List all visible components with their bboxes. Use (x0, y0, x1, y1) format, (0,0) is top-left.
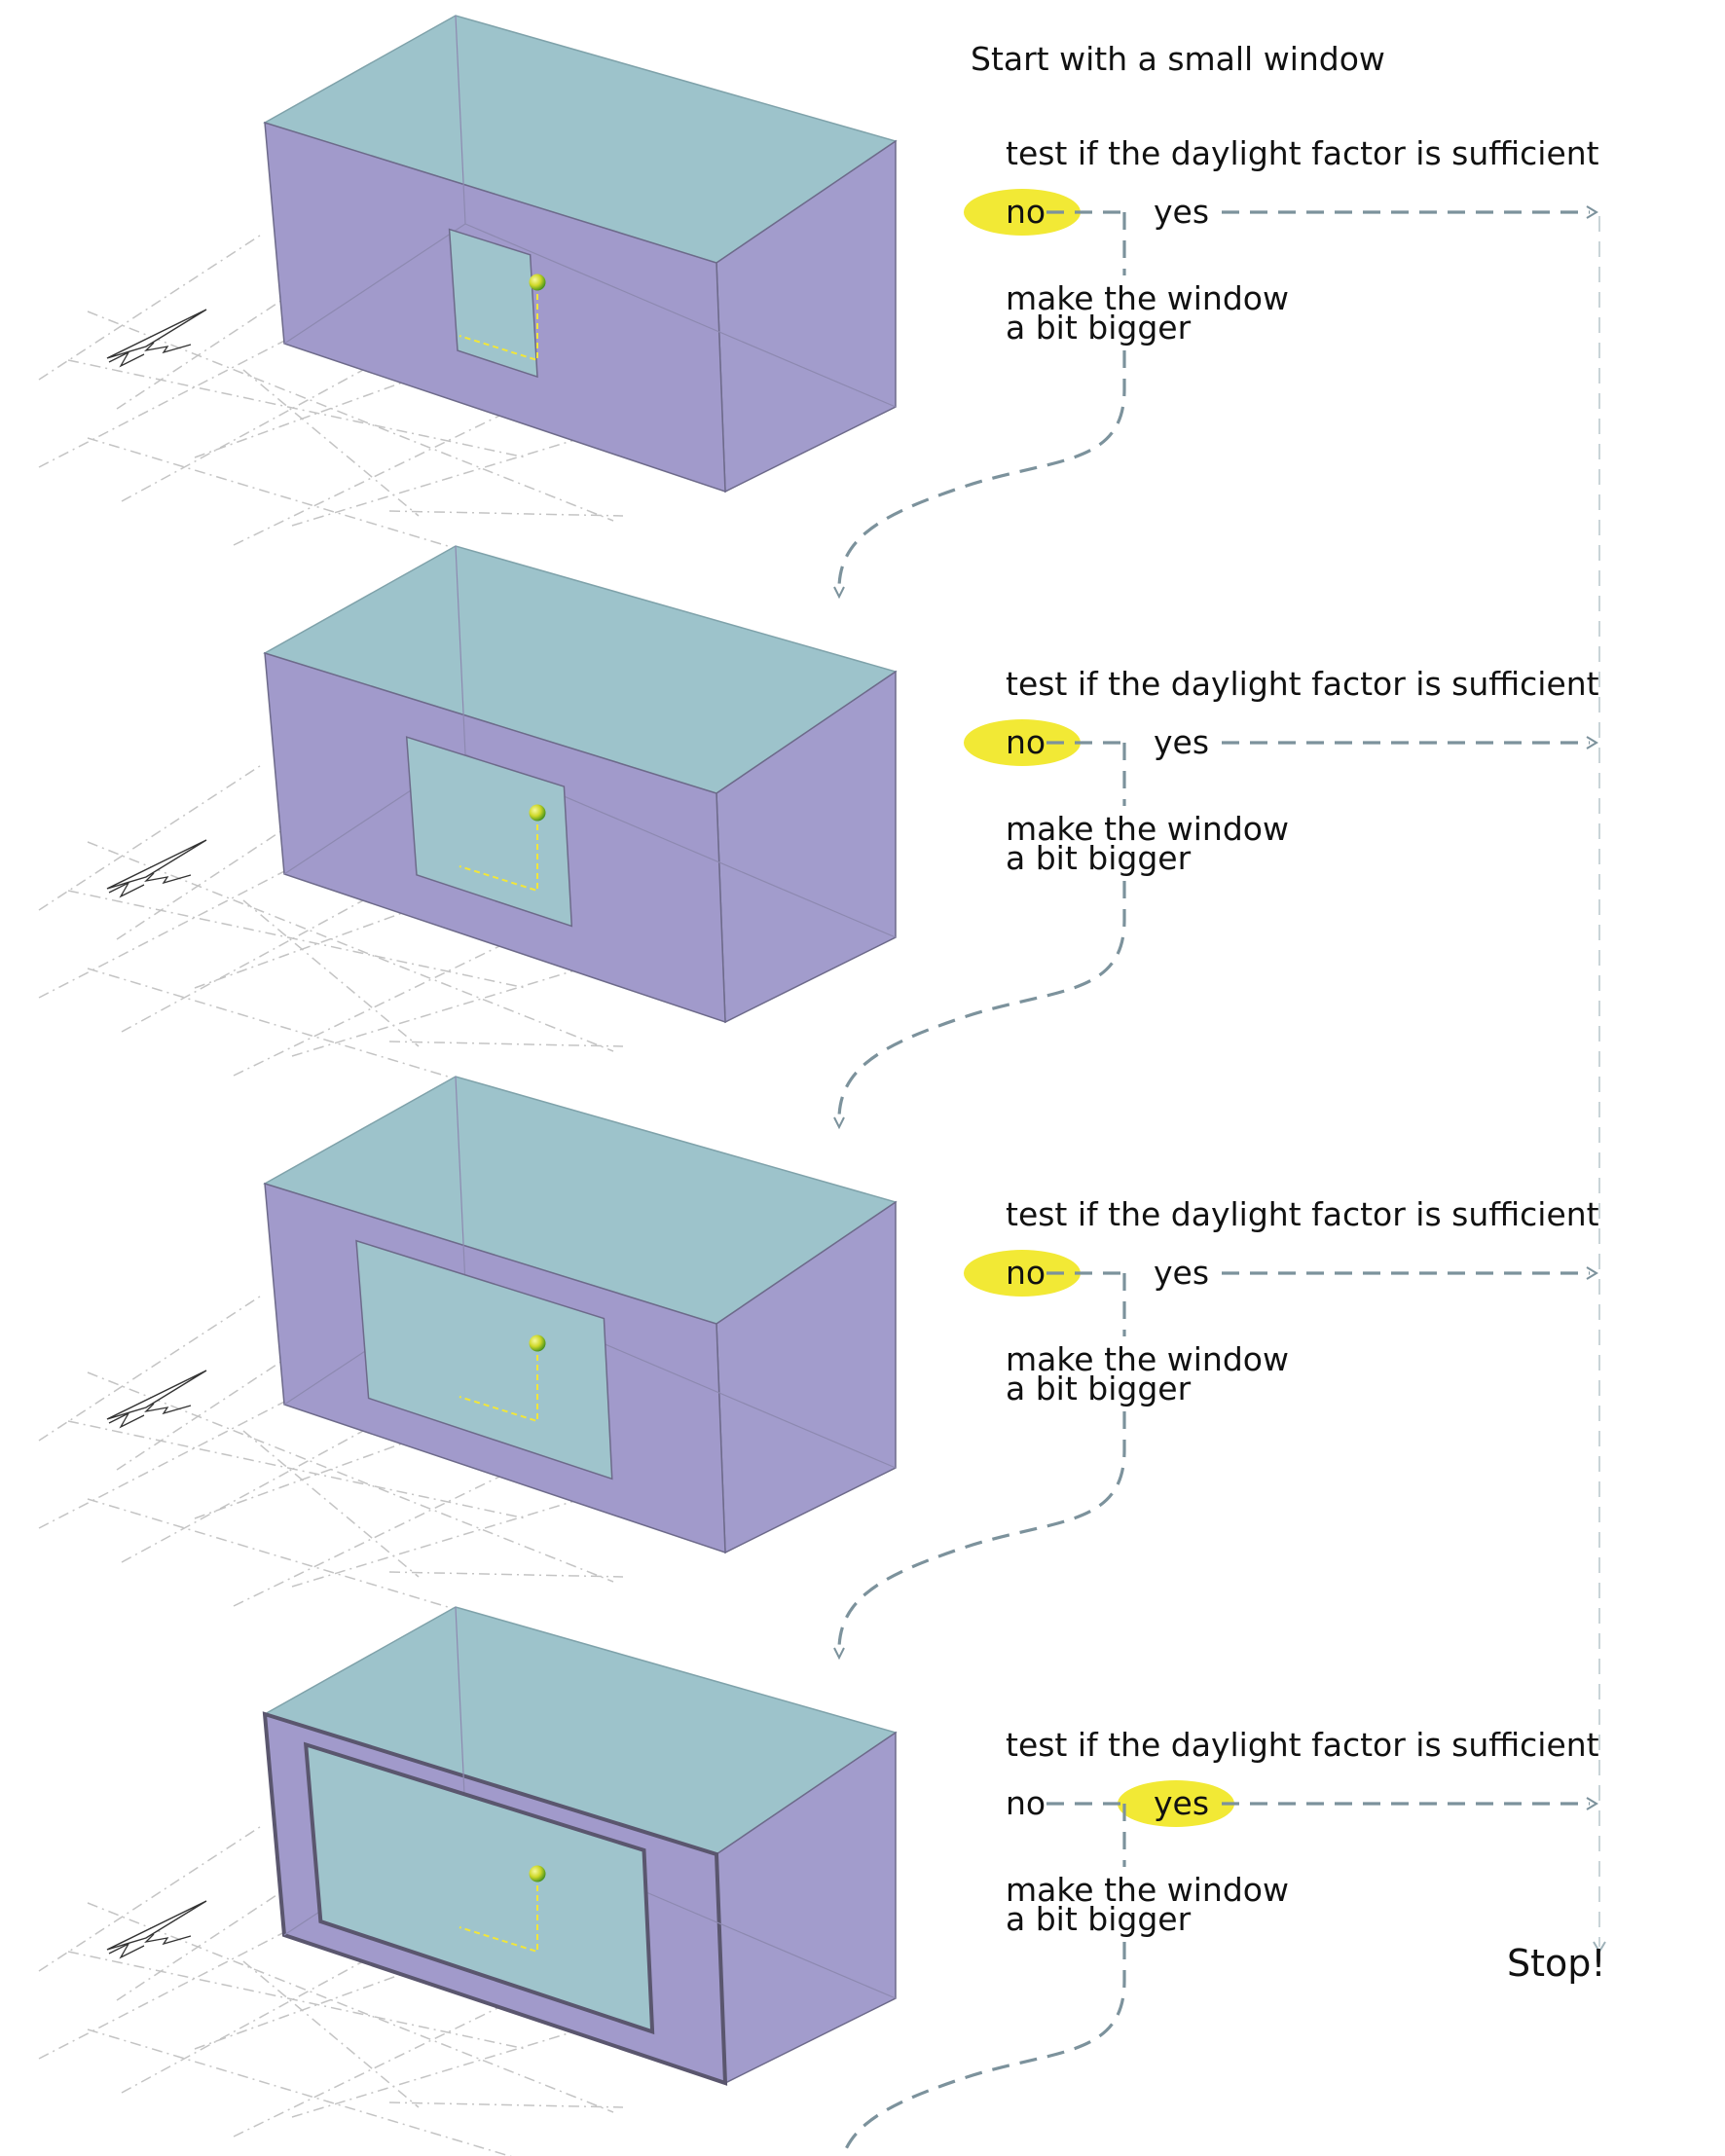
ground-grid (38, 233, 624, 600)
north-arrow-icon (106, 309, 207, 368)
window-opening (303, 1741, 655, 2035)
window-opening (448, 228, 538, 379)
enlarge-label-line1: make the window (1006, 1871, 1289, 1909)
stop-label: Stop! (1507, 1942, 1606, 1985)
enlarge-label-line2: a bit bigger (1006, 1370, 1192, 1407)
enlarge-label-line2: a bit bigger (1006, 309, 1192, 347)
sensor-point-icon (459, 804, 546, 893)
start-label: Start with a small window (971, 40, 1385, 78)
north-arrow-icon (106, 839, 207, 898)
enlarge-label-line1: make the window (1006, 810, 1289, 848)
no-label: no (1006, 723, 1046, 761)
enlarge-label-line2: a bit bigger (1006, 839, 1192, 877)
yes-label: yes (1154, 1784, 1209, 1822)
window-opening (355, 1239, 613, 1480)
yes-arrowhead (1586, 205, 1598, 219)
yes-label: yes (1154, 723, 1209, 761)
step-2: test if the daylight factor is sufficien… (38, 545, 1599, 1130)
window-opening (405, 736, 573, 928)
no-label: no (1006, 1784, 1046, 1822)
north-arrow-icon (106, 1370, 207, 1429)
step-3: test if the daylight factor is sufficien… (38, 1076, 1599, 1661)
sensor-point-icon (459, 1865, 546, 1954)
yes-arrowhead (1586, 1266, 1598, 1280)
sensor-point-icon (459, 274, 546, 362)
enlarge-label-line2: a bit bigger (1006, 1900, 1192, 1938)
no-label: no (1006, 1254, 1046, 1292)
window-glass (303, 1741, 655, 2035)
yes-arrowhead (1586, 1797, 1598, 1810)
flow-lines (833, 205, 1598, 600)
yes-arrowhead (1586, 736, 1598, 749)
no-highlight (964, 1250, 1081, 1297)
test-label: test if the daylight factor is sufficien… (1006, 1195, 1599, 1233)
flow-lines (833, 736, 1598, 1130)
yes-label: yes (1154, 1254, 1209, 1292)
north-arrow-icon (106, 1900, 207, 1959)
loop-arrowhead (833, 586, 845, 600)
yes-highlight (1118, 1780, 1234, 1827)
no-highlight (964, 719, 1081, 766)
no-highlight (964, 189, 1081, 236)
hidden-edges (283, 15, 897, 408)
loop-arrowhead (833, 1116, 845, 1130)
window-glass (448, 228, 538, 379)
loop-arrowhead (833, 1647, 845, 1661)
test-label: test if the daylight factor is sufficien… (1006, 134, 1599, 172)
step-4: test if the daylight factor is sufficien… (38, 1606, 1599, 2156)
stop-arrowhead (1593, 1941, 1606, 1954)
test-label: test if the daylight factor is sufficien… (1006, 665, 1599, 703)
flow-lines (833, 1266, 1598, 1661)
room-box (263, 545, 898, 1024)
flow-lines (841, 1797, 1598, 2156)
step-1: test if the daylight factor is sufficien… (38, 15, 1599, 600)
enlarge-label-line1: make the window (1006, 279, 1289, 317)
steps-layer: test if the daylight factor is sufficien… (38, 15, 1599, 2156)
no-label: no (1006, 193, 1046, 231)
window-glass (355, 1239, 613, 1480)
test-label: test if the daylight factor is sufficien… (1006, 1726, 1599, 1764)
window-glass (405, 736, 573, 928)
sensor-point-icon (459, 1334, 546, 1423)
yes-label: yes (1154, 193, 1209, 231)
enlarge-label-line1: make the window (1006, 1340, 1289, 1378)
